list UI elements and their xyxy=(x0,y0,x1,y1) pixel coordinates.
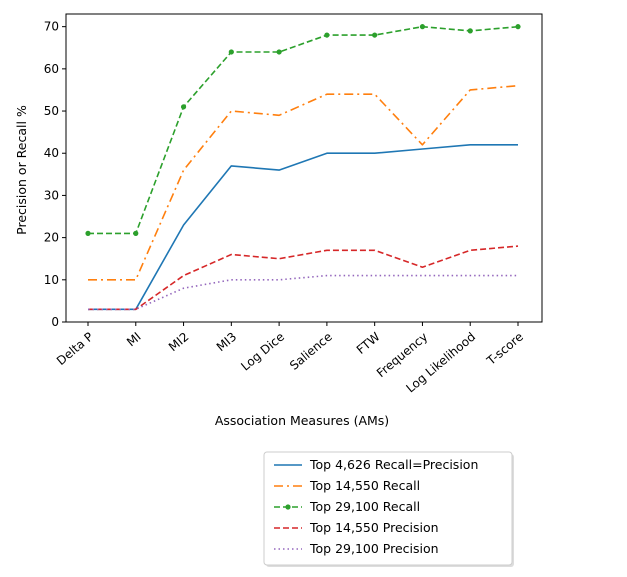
series-layer xyxy=(85,24,521,311)
data-point xyxy=(324,32,330,38)
y-tick-label: 50 xyxy=(44,104,59,118)
x-axis: Delta P MI MI2 MI3 Log Dice Salience FTWFreque… xyxy=(54,322,526,395)
legend: Top 4,626 Recall=Precision Top 14,550 Rec… xyxy=(263,451,514,567)
y-tick-label: 30 xyxy=(44,188,59,202)
y-axis: 0 10 20 30 40 50 60 70 xyxy=(44,20,66,329)
x-tick-label: T-score xyxy=(483,330,526,369)
data-point xyxy=(228,49,234,55)
y-tick-label: 60 xyxy=(44,62,59,76)
x-tick-label: MI xyxy=(124,330,144,350)
legend-label: Top 14,550 Precision xyxy=(309,520,439,535)
y-axis-title: Precision or Recall % xyxy=(14,105,29,235)
legend-box xyxy=(263,451,513,566)
data-point xyxy=(85,230,91,236)
y-tick-label: 70 xyxy=(44,20,59,34)
plot-area xyxy=(65,13,543,323)
x-tick-label: Salience xyxy=(287,330,335,373)
data-point xyxy=(372,32,378,38)
data-point xyxy=(133,230,139,236)
x-tick-label: MI2 xyxy=(166,330,191,355)
data-point xyxy=(180,104,187,110)
data-point xyxy=(515,24,521,30)
x-tick-label: Delta P xyxy=(54,330,96,368)
y-tick-label: 10 xyxy=(44,273,59,287)
data-point xyxy=(276,49,282,55)
series-line-3 xyxy=(88,25,519,235)
legend-label: Top 14,550 Recall xyxy=(309,478,420,493)
y-tick-label: 40 xyxy=(44,146,59,160)
series-line-4 xyxy=(88,245,519,311)
x-tick-label: Log Dice xyxy=(238,330,287,374)
x-tick-label: FTW xyxy=(354,329,383,356)
plot-frame xyxy=(65,13,543,323)
legend-label: Top 4,626 Recall=Precision xyxy=(309,457,478,472)
series-line-2 xyxy=(88,84,519,281)
y-tick-label: 20 xyxy=(44,231,59,245)
x-axis-title: Association Measures (AMs) xyxy=(215,413,389,428)
data-point xyxy=(467,28,473,34)
series-line-1 xyxy=(88,144,518,311)
x-tick-label: MI3 xyxy=(214,330,239,355)
legend-label: Top 29,100 Recall xyxy=(309,499,420,514)
legend-marker xyxy=(285,504,291,510)
y-tick-label: 0 xyxy=(51,315,59,329)
legend-label: Top 29,100 Precision xyxy=(309,541,439,556)
data-point xyxy=(419,24,426,30)
